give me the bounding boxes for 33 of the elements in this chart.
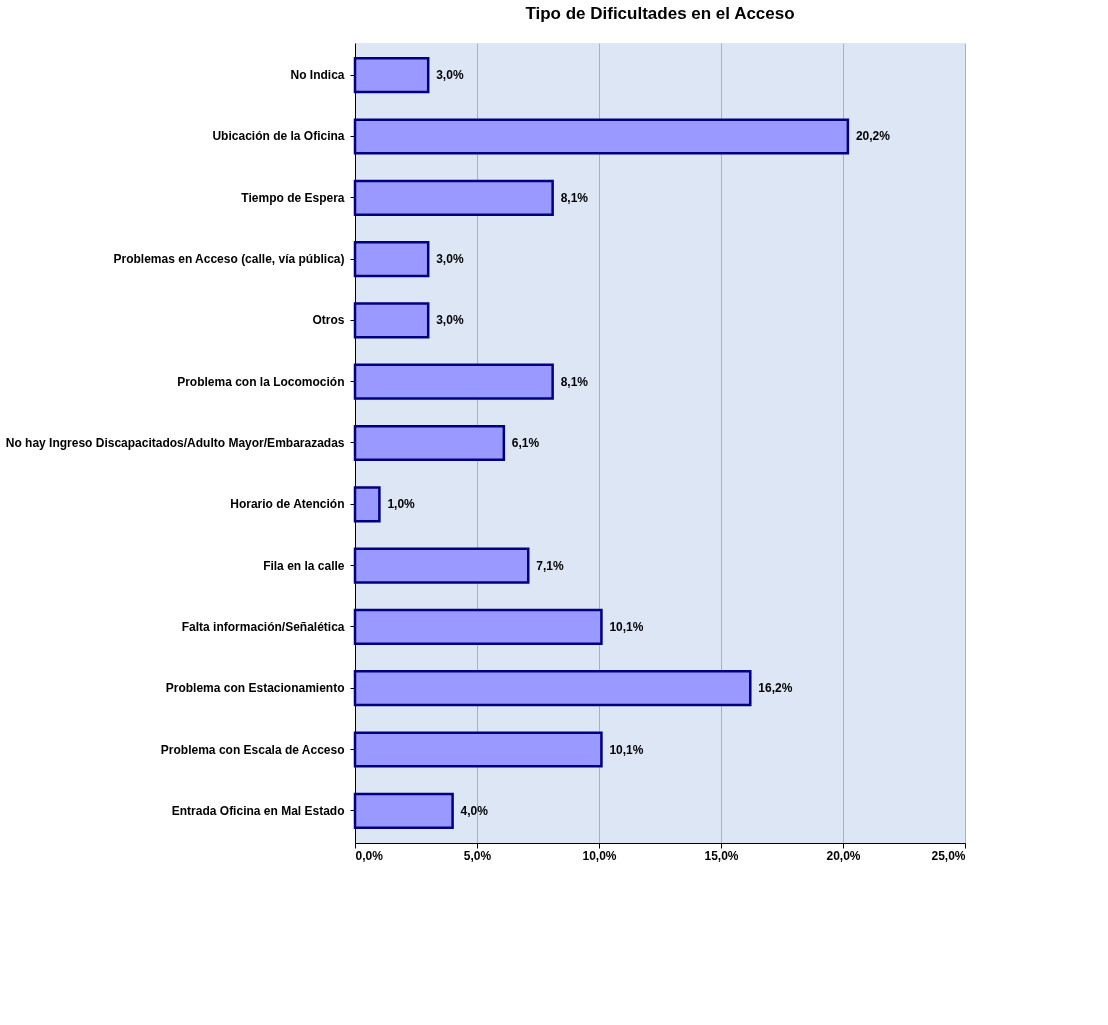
chart-title: Tipo de Dificultades en el Acceso: [525, 4, 795, 23]
data-label: 6,1%: [511, 436, 540, 450]
y-tick-label: Horario de Atención: [230, 497, 345, 512]
x-tick-label: 10,0%: [582, 848, 617, 863]
data-label: 8,1%: [560, 190, 589, 205]
y-tick-label: Otros: [312, 313, 345, 328]
y-tick-label: Entrada Oficina en Mal Estado: [171, 803, 345, 818]
data-label: 10,1%: [609, 742, 644, 757]
data-label: 3,0%: [436, 68, 464, 83]
data-label: 16,2%: [758, 681, 793, 696]
y-tick-label: No hay Ingreso Discapacitados/Adulto Mayor/Embarazadas: [5, 436, 345, 450]
y-tick-label: Problema con Escala de Acceso: [160, 742, 345, 757]
data-label: 10,1%: [609, 619, 644, 634]
data-label: 8,1%: [560, 374, 589, 389]
data-label: 3,0%: [436, 313, 464, 328]
y-tick-label: Problema con la Locomoción: [177, 374, 345, 389]
data-label: 1,0%: [387, 497, 416, 512]
y-tick-label: Problemas en Acceso (calle, vía pública): [113, 252, 345, 267]
x-tick-label: 5,0%: [463, 848, 492, 863]
data-label: 7,1%: [536, 558, 564, 573]
y-tick-label: Problema con Estacionamiento: [165, 681, 345, 696]
x-tick-label: 20,0%: [826, 848, 861, 863]
x-tick-label: 15,0%: [704, 848, 739, 863]
y-tick-label: Ubicación de la Oficina: [212, 129, 345, 144]
data-label: 20,2%: [855, 129, 891, 144]
x-tick-label: 25,0%: [931, 848, 966, 863]
y-tick-label: Falta información/Señalética: [181, 619, 345, 634]
x-tick-label: 0,0%: [355, 848, 384, 863]
data-label: 3,0%: [436, 252, 464, 267]
data-label: 4,0%: [460, 803, 489, 818]
y-tick-label: Tiempo de Espera: [241, 190, 345, 205]
y-tick-label: Fila en la calle: [263, 558, 345, 573]
y-tick-label: No Indica: [290, 68, 345, 83]
